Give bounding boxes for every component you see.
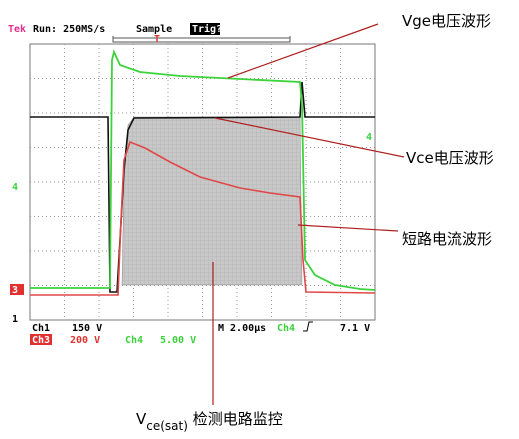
trigger-box — [190, 23, 220, 35]
leader-lines — [212, 23, 405, 405]
ch3-marker-box — [10, 284, 24, 295]
brand: Tek — [8, 24, 26, 35]
trig-level: 7.1 V — [340, 323, 370, 334]
current-annotation: 短路电流波形 — [402, 230, 492, 248]
ch4-label: Ch4 — [125, 335, 143, 346]
ch3-marker: 3 — [12, 285, 18, 296]
vge-waveform — [30, 49, 376, 291]
acq-mode: Sample — [136, 24, 172, 35]
vcesat-main: V — [136, 410, 147, 428]
timebase: M 2.00µs — [218, 323, 266, 334]
vcesat-annotation: Vce(sat) 检测电路监控 — [136, 410, 283, 433]
ch4-marker: 4 — [12, 182, 18, 193]
ch3-label: Ch3 — [32, 335, 50, 346]
trig-slope — [303, 321, 313, 332]
current-area — [121, 116, 303, 286]
vge-annotation: Vge电压波形 — [402, 12, 491, 30]
ch4-right-marker: 4 — [366, 132, 372, 143]
trigger-status: Trig? — [192, 23, 222, 35]
ch3-scale: 200 V — [70, 335, 100, 346]
ch3-label-box — [30, 334, 52, 345]
vce-annotation: Vce电压波形 — [406, 149, 494, 167]
trig-source: Ch4 — [277, 323, 295, 334]
vcesat-rest: 检测电路监控 — [188, 410, 283, 428]
record-bar — [112, 36, 291, 43]
ch1-marker: 1 — [12, 314, 18, 325]
vcesat-sub: ce(sat) — [146, 419, 188, 433]
ch1-label: Ch1 — [32, 323, 50, 334]
ch1-scale: 150 V — [72, 323, 102, 334]
trigger-marker: T — [154, 34, 160, 45]
run-status: Run: 250MS/s — [33, 24, 105, 35]
current-waveform — [30, 140, 376, 296]
ch4-scale: 5.00 V — [160, 335, 196, 346]
